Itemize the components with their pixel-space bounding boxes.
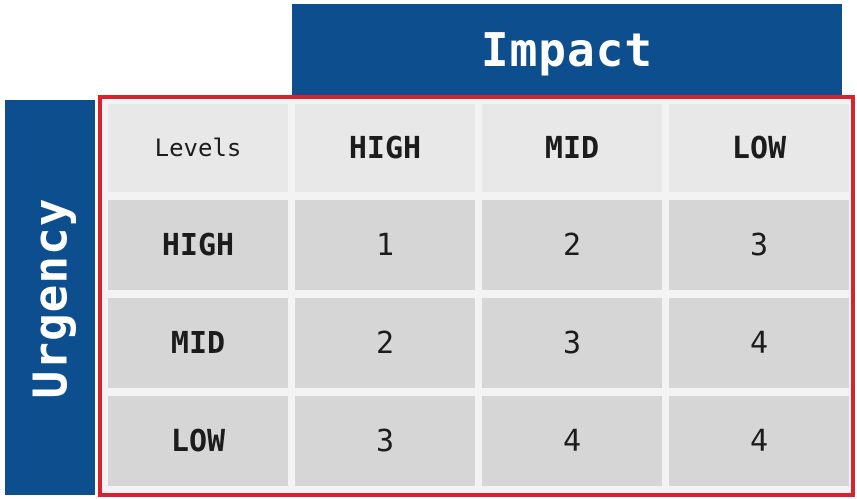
impact-column-high: HIGH xyxy=(295,104,475,192)
priority-cell-mid-high: 2 xyxy=(295,298,475,388)
urgency-row-mid: MID xyxy=(108,298,288,388)
urgency-row-high: HIGH xyxy=(108,200,288,290)
priority-cell-low-low: 4 xyxy=(669,396,849,486)
urgency-axis-header: Urgency xyxy=(5,100,95,495)
urgency-axis-label: Urgency xyxy=(23,197,77,398)
priority-cell-mid-mid: 3 xyxy=(482,298,662,388)
levels-corner-cell: Levels xyxy=(108,104,288,192)
impact-axis-header: Impact xyxy=(292,4,842,96)
priority-cell-low-mid: 4 xyxy=(482,396,662,486)
priority-cell-low-high: 3 xyxy=(295,396,475,486)
priority-cell-high-mid: 2 xyxy=(482,200,662,290)
impact-axis-label: Impact xyxy=(480,23,654,77)
priority-cell-high-high: 1 xyxy=(295,200,475,290)
priority-matrix: Levels HIGH MID LOW HIGH 1 2 3 MID 2 3 4… xyxy=(98,95,855,497)
urgency-row-low: LOW xyxy=(108,396,288,486)
impact-column-mid: MID xyxy=(482,104,662,192)
impact-column-low: LOW xyxy=(669,104,849,192)
priority-cell-mid-low: 4 xyxy=(669,298,849,388)
priority-cell-high-low: 3 xyxy=(669,200,849,290)
